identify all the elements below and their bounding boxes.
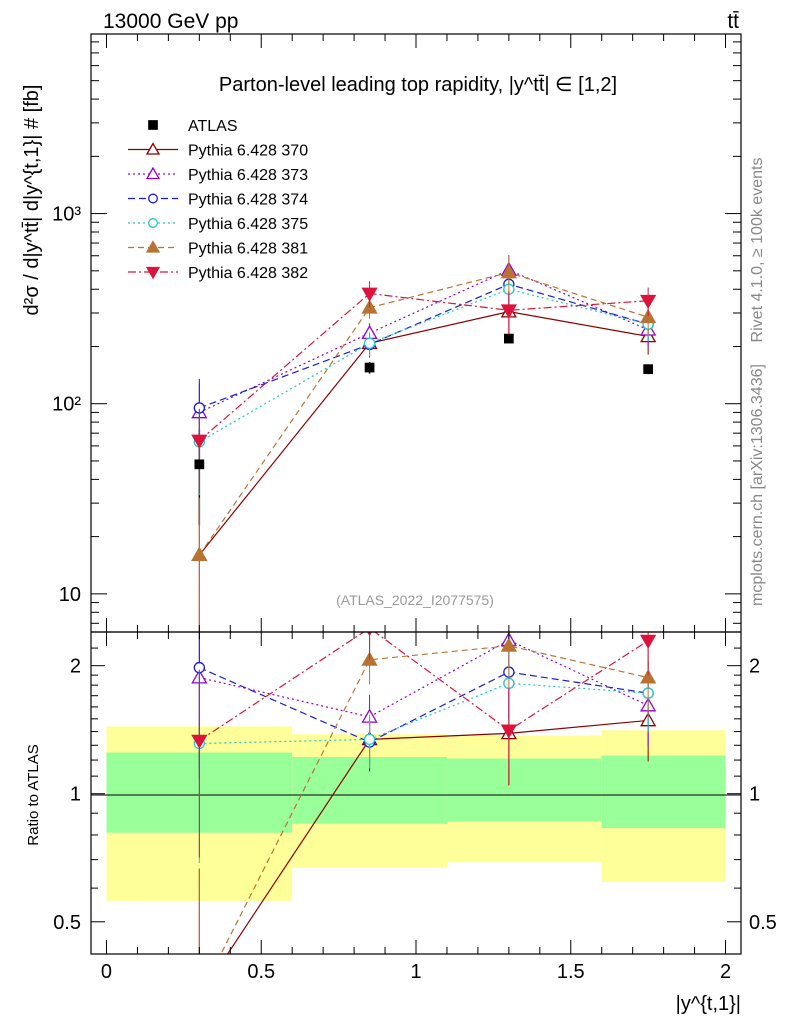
legend-label: Pythia 6.428 375 <box>188 216 308 233</box>
legend-marker-atlas <box>148 120 158 130</box>
data-point <box>194 459 205 470</box>
ratio-y-tick-label: 1 <box>70 784 81 806</box>
series-6-point <box>500 304 517 319</box>
main-series-lines <box>198 269 649 556</box>
series-2-line <box>199 269 649 413</box>
series-6-ratio-line <box>199 632 649 742</box>
legend-label: Pythia 6.428 382 <box>188 265 308 282</box>
x-tick-label: 0.5 <box>247 961 275 983</box>
series-2-ratio-line <box>199 639 649 718</box>
legend-marker <box>145 142 161 155</box>
axis-ticks <box>91 34 741 954</box>
x-tick-label: 1 <box>410 961 421 983</box>
series-4-point <box>363 337 376 349</box>
chart-title: Parton-level leading top rapidity, |y^tt… <box>219 74 617 96</box>
series-1-ratio-line <box>226 719 649 954</box>
legend-entry-series-3: Pythia 6.428 374 <box>128 192 308 209</box>
data-point <box>364 362 375 373</box>
process-label: tt̄ <box>727 10 739 33</box>
legend-marker <box>145 240 161 253</box>
legend-entry-series-6: Pythia 6.428 382 <box>128 265 308 282</box>
y-axis-label: d²σ / d|y^tt̄| d|y^{t,1}| # [fb] <box>21 85 43 316</box>
x-axis-label: |y^{t,1}| <box>676 993 741 1015</box>
x-tick-label: 1.5 <box>557 961 585 983</box>
ratio-y-tick-label-right: 2 <box>749 656 760 678</box>
x-tick-label: 0 <box>101 961 112 983</box>
analysis-id: (ATLAS_2022_I2077575) <box>336 592 494 608</box>
legend-marker <box>148 193 158 204</box>
ratio-y-tick-label: 2 <box>70 656 81 678</box>
series-1-line <box>198 311 649 556</box>
series-5-point <box>500 264 517 279</box>
axis-tick-labels: 0 0.5 1 1.5 2 10 10² 10³ 0.5 0.5 1 1 2 2 <box>52 204 777 983</box>
ratio-y-tick-label-right: 0.5 <box>749 912 777 934</box>
series-6-point <box>640 294 657 310</box>
ratio-y-tick-label-right: 1 <box>749 784 760 806</box>
legend-entry-series-4: Pythia 6.428 375 <box>128 216 308 233</box>
series-4-line <box>199 288 649 443</box>
data-point <box>504 333 514 344</box>
energy-label: 13000 GeV pp <box>103 10 238 33</box>
ratio-y-axis-label: Ratio to ATLAS <box>25 744 42 845</box>
series-4-ratio-point <box>363 733 376 746</box>
series-5-ratio-point <box>500 637 517 652</box>
y-tick-label: 10³ <box>52 204 81 226</box>
main-series-markers <box>191 255 657 632</box>
series-1-ratio-point <box>192 990 206 1002</box>
ratio-series-lines <box>199 632 649 954</box>
ratio-y-tick-label: 0.5 <box>53 912 81 934</box>
legend-label: Pythia 6.428 381 <box>188 241 308 258</box>
series-6-ratio-point <box>640 634 657 650</box>
series-6-ratio-point <box>500 724 517 739</box>
series-6-ratio-point <box>367 632 373 637</box>
y-tick-label: 10 <box>59 584 81 606</box>
y-tick-label: 10² <box>52 394 81 416</box>
series-6-line <box>198 292 649 442</box>
series-6-ratio-point <box>191 734 208 749</box>
series-5-line <box>198 271 649 556</box>
rivet-version-label: Rivet 4.1.0, ≥ 100k events <box>749 158 766 343</box>
legend-entry-series-5: Pythia 6.428 381 <box>128 240 308 258</box>
series-4-ratio-line <box>199 682 649 745</box>
legend-entry-series-1: Pythia 6.428 370 <box>128 142 308 160</box>
legend-label-atlas: ATLAS <box>188 118 238 135</box>
series-5-ratio-point <box>640 669 657 684</box>
legend-label: Pythia 6.428 373 <box>188 167 308 184</box>
data-point <box>643 364 653 374</box>
mcplots-label: mcplots.cern.ch [arXiv:1306.3436] <box>749 364 766 606</box>
ratio-band-inner <box>601 755 726 829</box>
series-5-point <box>191 546 208 561</box>
series-5-ratio-point <box>192 990 206 1002</box>
series-6-point <box>361 287 378 302</box>
legend-marker <box>148 218 158 228</box>
series-3-line <box>199 283 649 409</box>
x-tick-label: 2 <box>720 961 731 983</box>
legend: ATLAS Pythia 6.428 370 Pythia 6.428 373 Pyt… <box>128 118 308 282</box>
series-6-point <box>191 434 208 449</box>
ratio-series-markers <box>191 632 657 1002</box>
legend-entry-atlas: ATLAS <box>148 118 238 135</box>
legend-entry-series-2: Pythia 6.428 373 <box>128 166 308 184</box>
legend-marker <box>145 166 161 180</box>
legend-label: Pythia 6.428 374 <box>188 192 308 209</box>
legend-marker <box>145 266 161 280</box>
ratio-band-inner <box>446 758 602 822</box>
legend-label: Pythia 6.428 370 <box>188 143 308 160</box>
series-3-ratio-line <box>199 667 649 743</box>
